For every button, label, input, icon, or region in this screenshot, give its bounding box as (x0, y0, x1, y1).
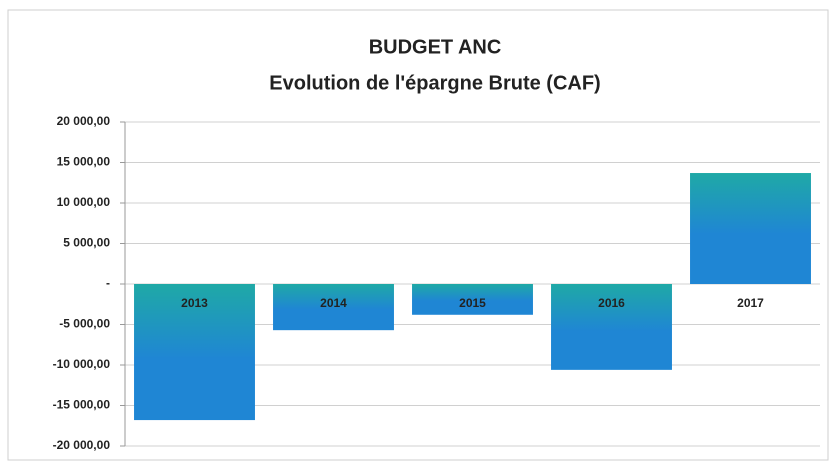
x-tick-label: 2016 (598, 296, 625, 310)
y-tick-label: -10 000,00 (53, 357, 111, 371)
y-tick-label: 20 000,00 (57, 114, 111, 128)
y-tick-label: - (106, 276, 110, 290)
y-tick-label: 15 000,00 (57, 155, 111, 169)
x-tick-label: 2017 (737, 296, 764, 310)
y-tick-label: -5 000,00 (59, 317, 110, 331)
x-tick-label: 2014 (320, 296, 347, 310)
bar (690, 173, 811, 284)
bar (134, 284, 255, 421)
y-tick-label: 10 000,00 (57, 195, 111, 209)
bar (273, 284, 394, 331)
chart-title: BUDGET ANC (369, 36, 502, 58)
y-tick-label: -20 000,00 (53, 438, 111, 452)
x-tick-label: 2015 (459, 296, 486, 310)
chart-subtitle: Evolution de l'épargne Brute (CAF) (269, 72, 600, 94)
bar (551, 284, 672, 370)
bar (412, 284, 533, 315)
y-tick-label: 5 000,00 (63, 236, 110, 250)
x-tick-label: 2013 (181, 296, 208, 310)
y-tick-label: -15 000,00 (53, 398, 111, 412)
